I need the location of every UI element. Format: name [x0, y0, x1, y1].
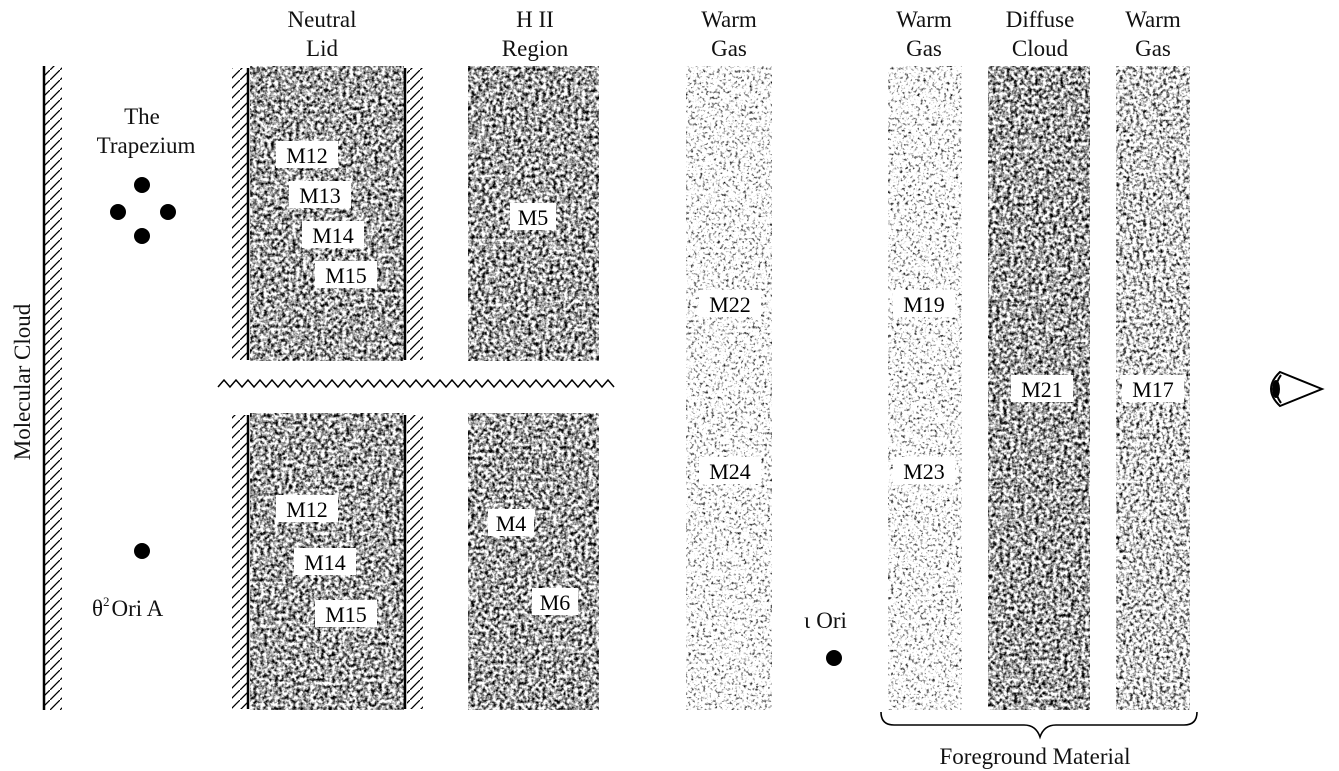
iota-ori-label: ι Ori [804, 608, 847, 633]
component-label: M4 [488, 509, 534, 536]
component-label: M12 [276, 141, 338, 168]
upper-neutral-lid [232, 66, 423, 361]
svg-text:M17: M17 [1132, 377, 1174, 402]
component-label: M12 [276, 495, 338, 522]
header-diffuse-cloud-line2: Cloud [1012, 36, 1069, 61]
header-h2-region-line2: Region [502, 36, 569, 61]
foreground-material-label: Foreground Material [940, 744, 1131, 769]
component-label: M17 [1122, 375, 1184, 402]
eye-icon [1270, 370, 1325, 408]
warm-gas-column-2 [888, 66, 962, 710]
trapezium-label-line1: The [124, 104, 160, 129]
scene-break-zigzag [217, 378, 615, 389]
star-dot-icon [134, 543, 150, 559]
svg-text:M12: M12 [286, 497, 328, 522]
svg-text:M24: M24 [709, 459, 751, 484]
svg-text:M15: M15 [325, 602, 367, 627]
star-dot-icon [134, 228, 150, 244]
star-dot-icon [134, 177, 150, 193]
component-label: M14 [302, 221, 364, 248]
component-label: M5 [510, 203, 556, 230]
header-neutral-lid-line1: Neutral [288, 7, 357, 32]
header-warm-gas-2-line2: Gas [906, 36, 942, 61]
component-label: M23 [893, 457, 955, 484]
svg-text:M22: M22 [709, 292, 751, 317]
header-diffuse-cloud-line1: Diffuse [1006, 7, 1075, 32]
star-dot-icon [110, 204, 126, 220]
svg-text:M15: M15 [325, 263, 367, 288]
header-warm-gas-3-line2: Gas [1135, 36, 1171, 61]
molecular-cloud-wall [42, 66, 62, 710]
component-label: M14 [294, 548, 356, 575]
svg-text:M14: M14 [304, 550, 346, 575]
svg-text:M21: M21 [1021, 377, 1063, 402]
header-warm-gas-2-line1: Warm [896, 7, 952, 32]
trapezium-label-line2: Trapezium [97, 133, 196, 158]
component-label: M15 [315, 261, 377, 288]
svg-text:M19: M19 [903, 292, 945, 317]
component-label: M15 [315, 600, 377, 627]
header-warm-gas-1-line1: Warm [701, 7, 757, 32]
svg-text:M14: M14 [312, 223, 354, 248]
svg-text:M6: M6 [540, 590, 571, 615]
svg-text:M4: M4 [496, 511, 527, 536]
molecular-cloud-label: Molecular Cloud [10, 303, 35, 460]
star-dot-icon [160, 204, 176, 220]
svg-text:M13: M13 [299, 183, 341, 208]
column-headers: Neutral Lid H II Region Warm Gas Warm Ga… [288, 7, 1181, 61]
warm-gas-column-1 [686, 66, 772, 710]
header-warm-gas-1-line2: Gas [711, 36, 747, 61]
lower-h2-region [468, 413, 599, 710]
svg-text:M23: M23 [903, 459, 945, 484]
component-label: M21 [1011, 375, 1073, 402]
theta2-ori-a-label: θ2Ori A [92, 594, 164, 621]
component-labels: M12 M13 M14 M15 M5 M12 M14 M15 M4 M6 M22… [276, 141, 1184, 627]
component-label: M24 [699, 457, 761, 484]
component-label: M6 [532, 588, 578, 615]
component-label: M19 [893, 290, 955, 317]
header-h2-region-line1: H II [516, 7, 554, 32]
component-label: M22 [699, 290, 761, 317]
header-neutral-lid-line2: Lid [306, 36, 338, 61]
header-warm-gas-3-line1: Warm [1125, 7, 1181, 32]
svg-text:M5: M5 [518, 205, 549, 230]
svg-text:M12: M12 [286, 143, 328, 168]
star-dot-icon [826, 650, 842, 666]
foreground-brace [880, 711, 1198, 740]
component-label: M13 [289, 181, 351, 208]
trapezium-stars [110, 177, 176, 244]
